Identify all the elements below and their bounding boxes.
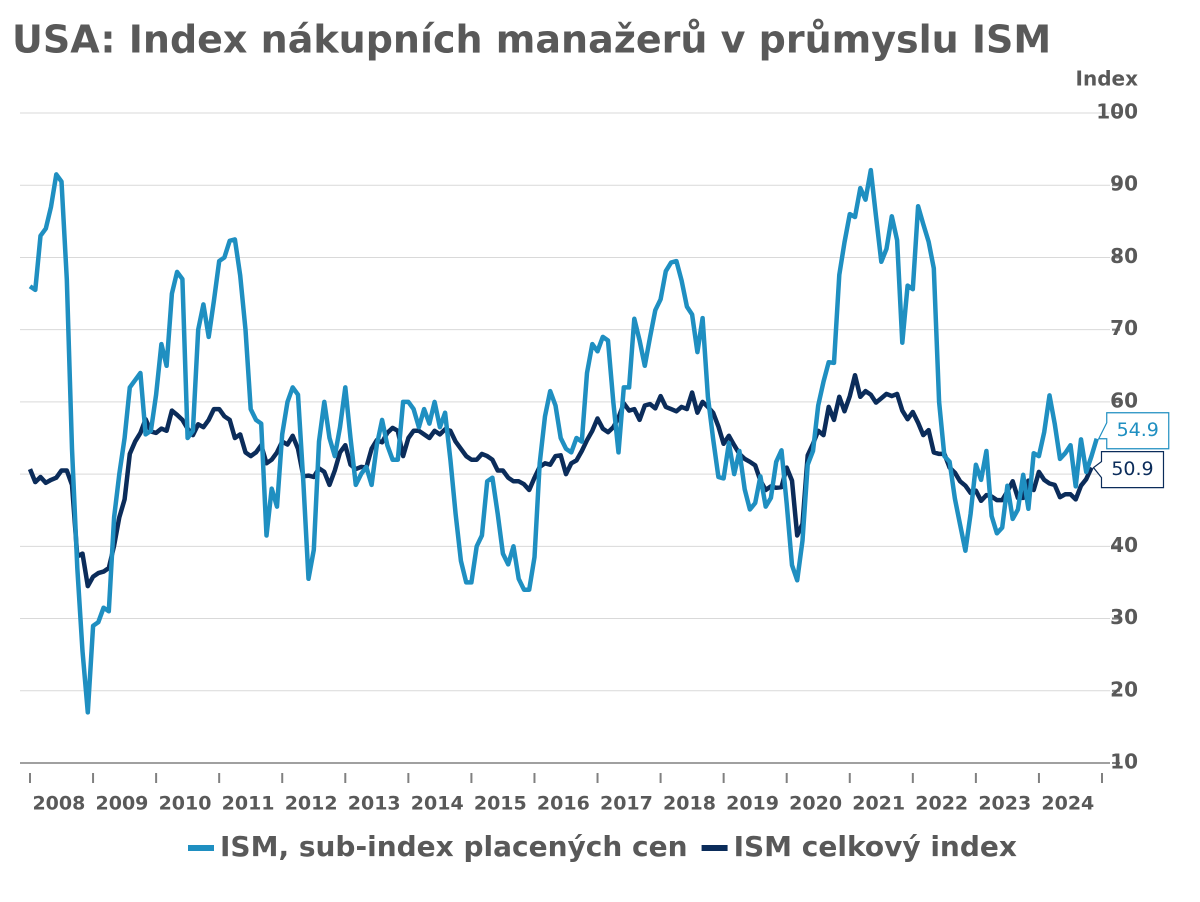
end-label-box [1092,451,1165,489]
end-label-box [1097,412,1170,450]
y-tick-label: 100 [1096,100,1138,124]
y-tick-label: 20 [1110,677,1138,701]
y-tick-label: 80 [1110,244,1138,268]
y-tick-label: 30 [1110,605,1138,629]
x-tick-label: 2024 [1041,793,1094,815]
y-axis-label: Index [1076,67,1139,91]
x-tick-label: 2019 [726,793,779,815]
y-tick-label: 70 [1110,316,1138,340]
x-tick-label: 2014 [411,793,464,815]
series-line [28,167,1099,715]
x-tick-label: 2012 [285,793,338,815]
y-tick-label: 40 [1110,533,1138,557]
y-tick-label: 90 [1110,172,1138,196]
x-tick-label: 2015 [474,793,527,815]
x-tick-label: 2013 [348,793,401,815]
legend-label: ISM, sub-index placených cen [220,830,688,863]
y-tick-label: 60 [1110,388,1138,412]
x-tick-label: 2010 [159,793,212,815]
y-tick-label: 10 [1110,750,1138,774]
x-tick-label: 2021 [852,793,905,815]
x-tick-label: 2017 [600,793,653,815]
x-tick-label: 2008 [32,793,85,815]
x-tick-label: 2016 [537,793,590,815]
legend-label: ISM celkový index [734,830,1017,863]
end-label: 54.9 [1117,419,1159,441]
x-tick-label: 2011 [222,793,275,815]
end-label: 50.9 [1111,458,1153,480]
x-tick-label: 2009 [96,793,149,815]
x-tick-label: 2018 [663,793,716,815]
series-line [27,372,1094,589]
chart-title: USA: Index nákupních manažerů v průmyslu… [12,18,1051,62]
x-tick-label: 2023 [978,793,1031,815]
x-tick-label: 2020 [789,793,842,815]
x-tick-label: 2022 [915,793,968,815]
